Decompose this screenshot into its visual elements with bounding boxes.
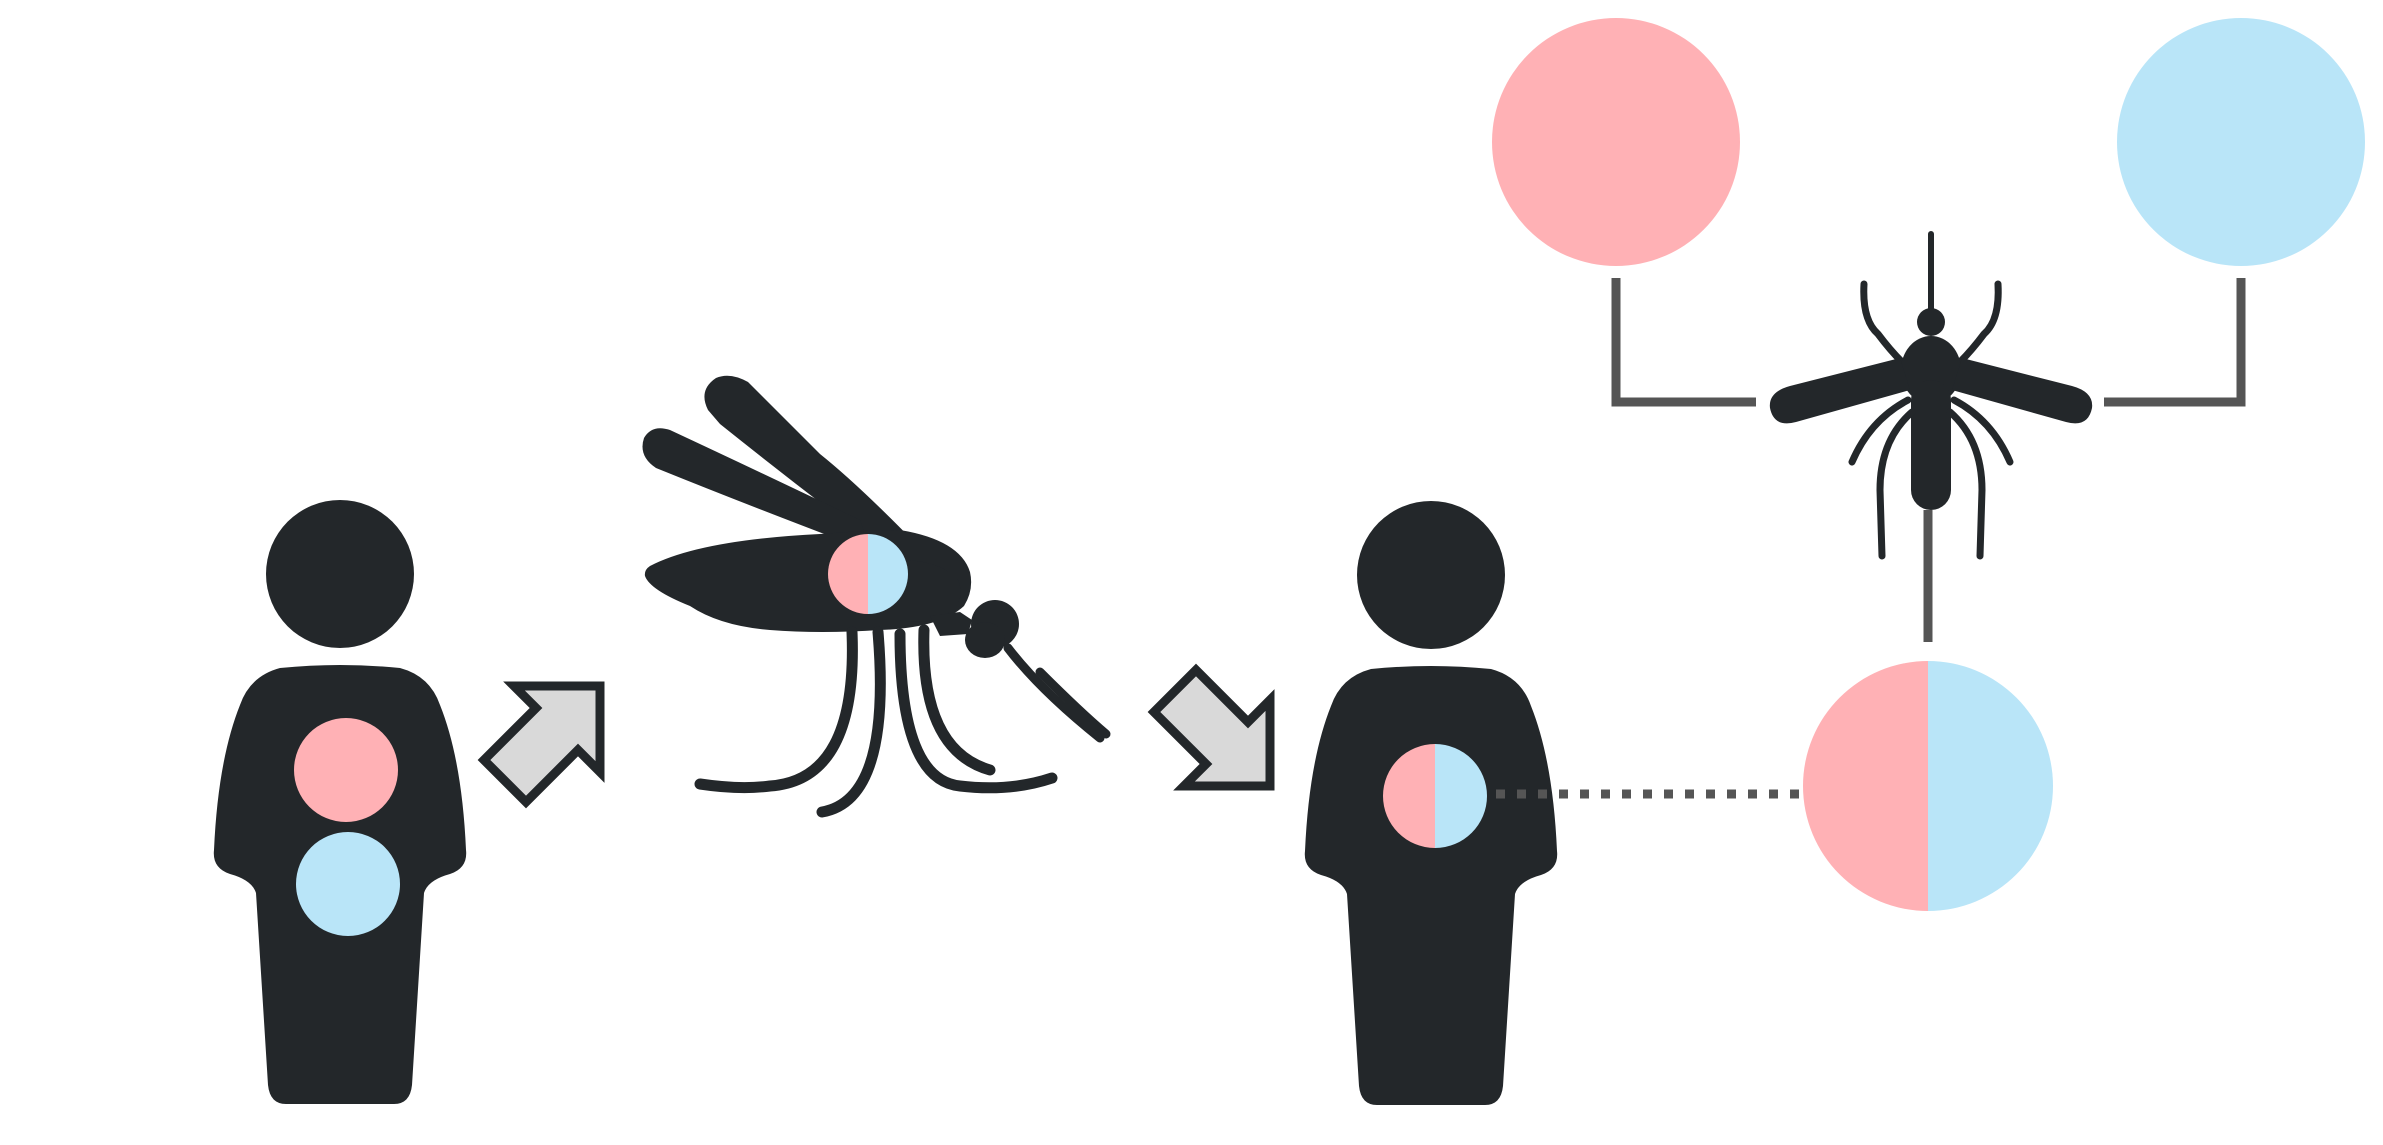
- pink-marker-circle: [294, 718, 398, 822]
- person-right-head: [1357, 501, 1505, 649]
- arrow-person-to-mosquito: [477, 681, 605, 809]
- arrow-down-right-icon: [1147, 663, 1275, 791]
- connector-blue: [2104, 278, 2246, 407]
- connector-pink: [1611, 278, 1756, 407]
- mosquito-thorax: [900, 560, 961, 622]
- hybrid-circle: [1803, 661, 2053, 911]
- person-left-icon: [213, 500, 467, 1104]
- person-right-body: [1304, 666, 1558, 1105]
- mosquito-neck: [930, 612, 972, 636]
- mosquito-proboscis-tip: [1035, 667, 1111, 739]
- arrow-mosquito-to-person: [1147, 663, 1275, 791]
- mosquito-proboscis: [1003, 643, 1105, 743]
- mosquito-head-2: [965, 622, 1005, 658]
- mosquito-leg-2: [816, 626, 886, 818]
- mosquito-wing-lower: [642, 428, 870, 550]
- mosquito-leg-3: [894, 628, 1058, 794]
- mosquito-wing-upper: [704, 375, 920, 548]
- mosquito-top-icon: [1769, 231, 2093, 560]
- blue-marker-circle: [296, 832, 400, 936]
- mosquito-leg-1: [694, 626, 858, 794]
- mosquito-leg-4: [918, 624, 996, 776]
- mosquito-side-icon: [642, 375, 1111, 818]
- arrow-up-right-icon: [477, 681, 605, 809]
- person-left-head: [266, 500, 414, 648]
- blue-parent-circle: [2117, 18, 2365, 266]
- pink-parent-circle: [1492, 18, 1740, 266]
- person-right-icon: [1304, 501, 1558, 1105]
